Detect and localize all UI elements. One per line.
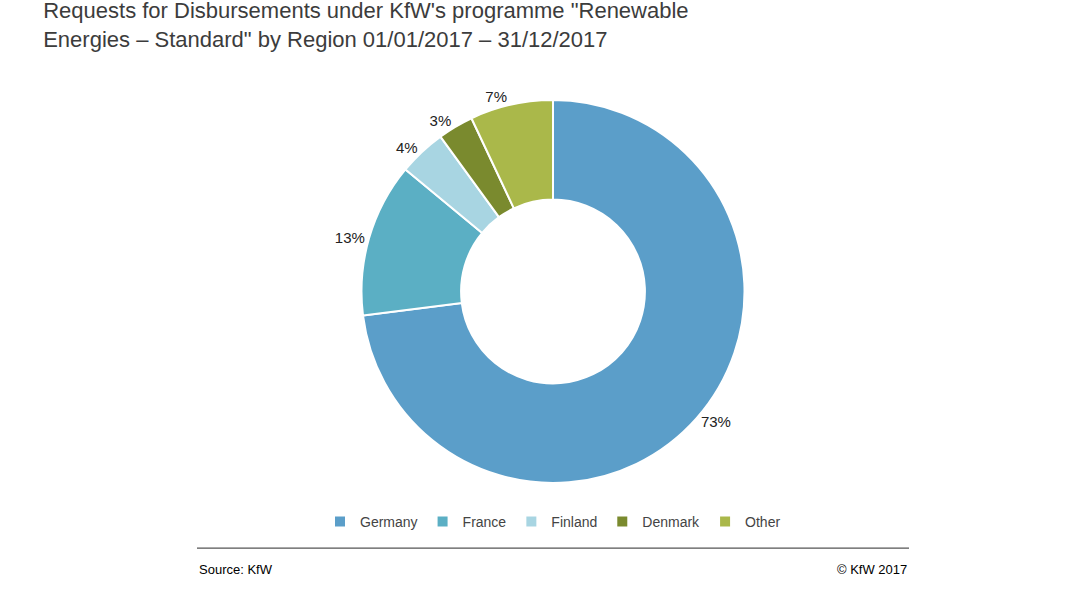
svg-text:4%: 4% — [396, 139, 418, 156]
svg-text:Finland: Finland — [551, 514, 597, 530]
svg-text:Germany: Germany — [360, 514, 418, 530]
svg-text:7%: 7% — [485, 88, 507, 105]
svg-text:3%: 3% — [430, 112, 452, 129]
svg-text:Source: KfW: Source: KfW — [199, 562, 273, 577]
svg-text:73%: 73% — [701, 413, 731, 430]
svg-text:© KfW 2017: © KfW 2017 — [837, 562, 907, 577]
svg-text:Requests for Disbursements und: Requests for Disbursements under KfW's p… — [43, 0, 688, 52]
svg-text:Denmark: Denmark — [642, 514, 700, 530]
svg-text:France: France — [463, 514, 507, 530]
svg-text:13%: 13% — [335, 229, 365, 246]
svg-text:Other: Other — [745, 514, 780, 530]
